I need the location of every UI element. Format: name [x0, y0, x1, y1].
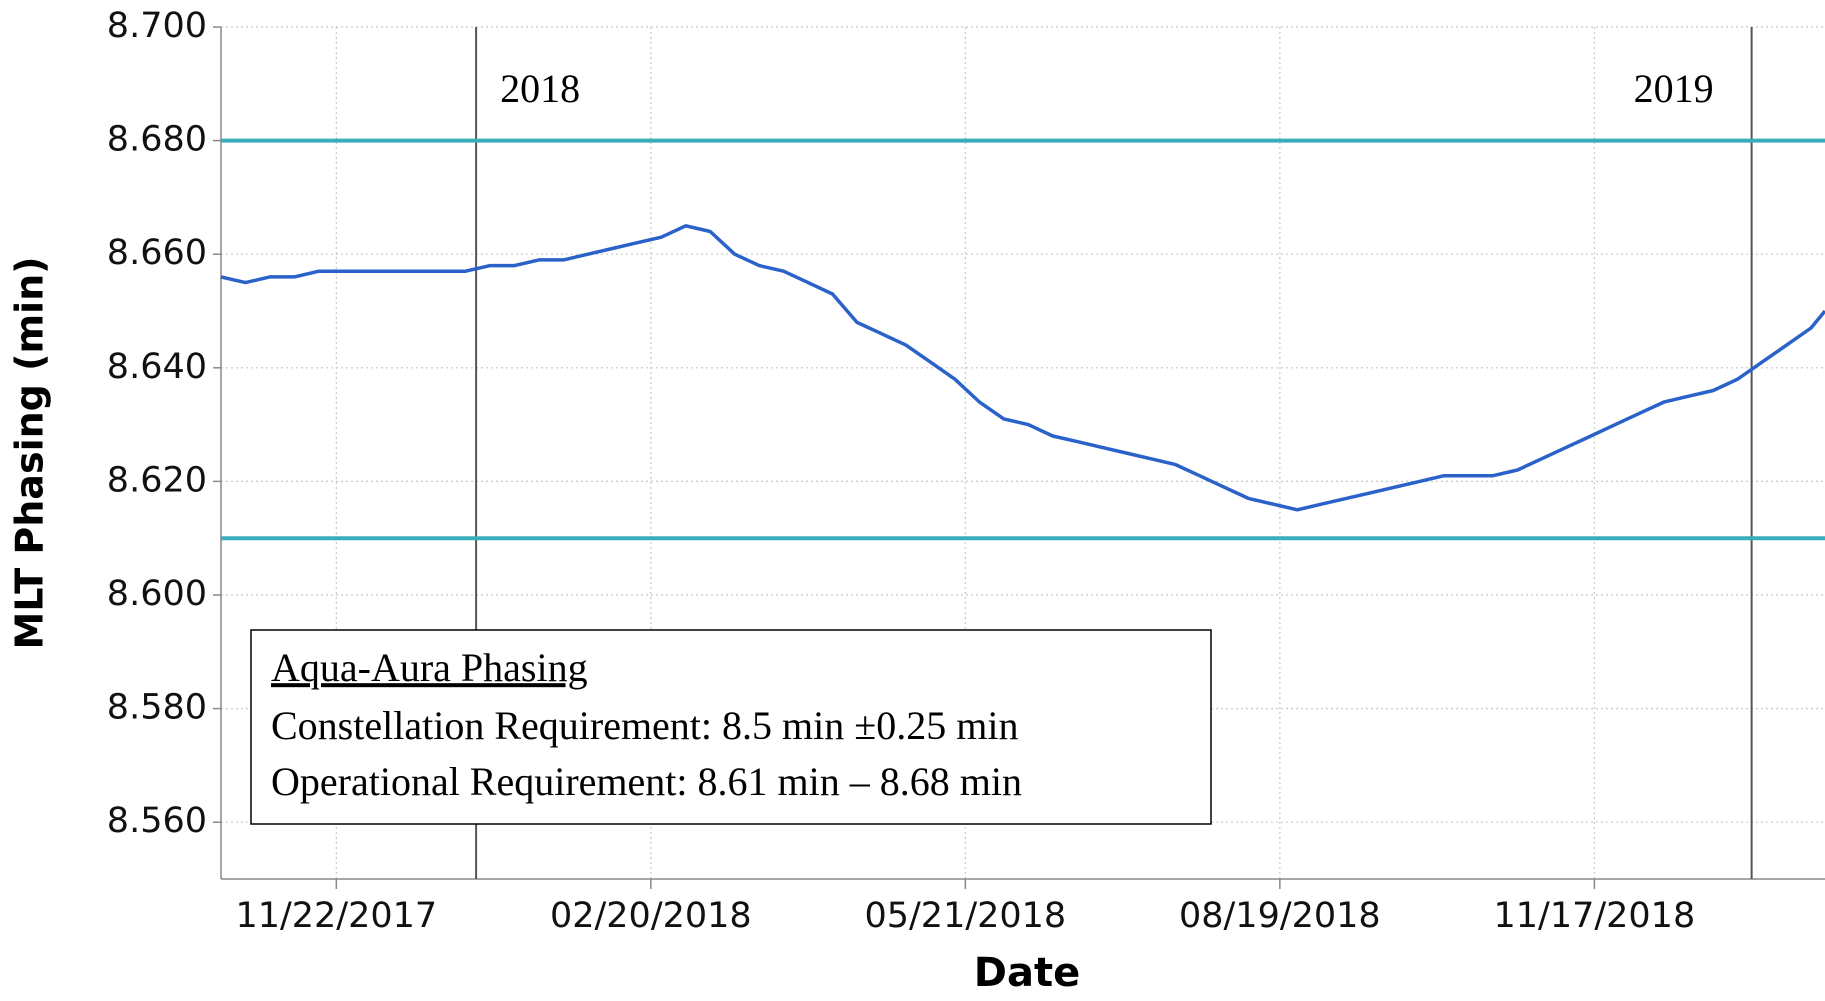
- x-tick-label: 11/22/2017: [235, 896, 437, 936]
- y-axis-title: MLT Phasing (min): [8, 257, 52, 650]
- x-tick-label: 08/19/2018: [1179, 896, 1381, 936]
- annotation-box: [250, 629, 1212, 825]
- y-tick-label: 8.620: [107, 460, 207, 500]
- data-line: [220, 224, 1825, 512]
- x-tick-label: 11/17/2018: [1493, 896, 1695, 936]
- year-label: 2019: [1634, 66, 1714, 111]
- annotation-title: Aqua-Aura Phasing: [271, 645, 588, 690]
- y-tick-label: 8.560: [107, 801, 207, 841]
- y-tick-label: 8.640: [107, 347, 207, 387]
- y-tick-label: 8.660: [107, 233, 207, 273]
- x-tick-label: 02/20/2018: [550, 896, 752, 936]
- y-tick-label: 8.680: [107, 120, 207, 160]
- y-tick-label: 8.580: [107, 688, 207, 728]
- x-tick-label: 05/21/2018: [864, 896, 1066, 936]
- y-tick-label: 8.600: [107, 574, 207, 614]
- y-tick-label: 8.700: [107, 6, 207, 46]
- annotation-line: Constellation Requirement: 8.5 min ±0.25…: [271, 703, 1018, 748]
- x-axis-title: Date: [974, 950, 1080, 996]
- annotation-line: Operational Requirement: 8.61 min – 8.68…: [271, 759, 1022, 804]
- year-label: 2018: [500, 66, 580, 111]
